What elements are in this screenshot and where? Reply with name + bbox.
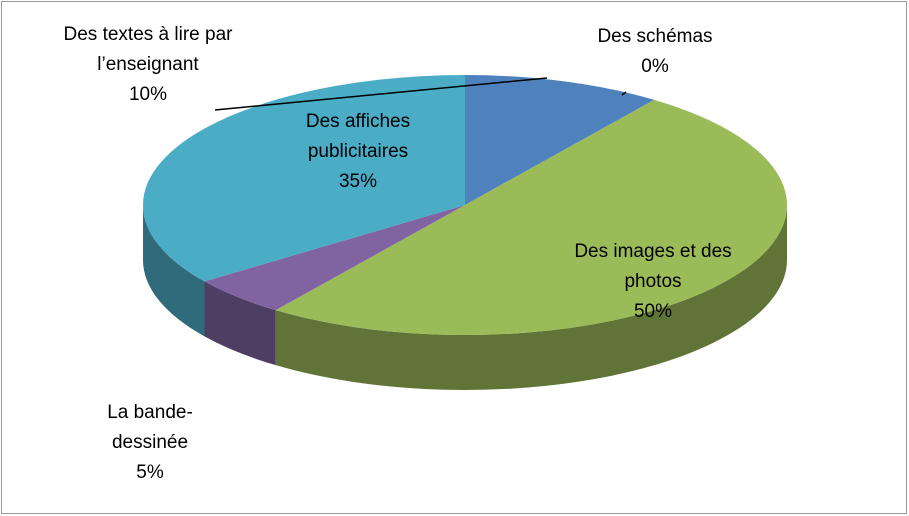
value-label: 5%: [136, 462, 164, 483]
slice-label: Des schémas 0%: [590, 22, 720, 82]
value-label: 0%: [641, 56, 669, 77]
category-name: Des images et des photos: [574, 241, 732, 292]
slice-label: Des textes à lire par l’enseignant 10%: [58, 20, 238, 110]
category-name: Des affiches publicitaires: [305, 111, 411, 162]
category-name: Des schémas: [597, 26, 713, 47]
slice: [204, 205, 465, 311]
slice: [465, 75, 655, 205]
leader-line: [214, 77, 548, 111]
value-label: 35%: [338, 171, 378, 192]
category-name: La bande-dessinée: [107, 402, 193, 453]
slice: [275, 99, 788, 335]
value-label: 10%: [128, 84, 168, 105]
slice-label: Des images et des photos 50%: [548, 237, 758, 327]
slice-label: La bande-dessinée 5%: [70, 398, 230, 488]
pie: [143, 75, 788, 390]
slice-side: [143, 205, 205, 337]
slice-side: [275, 205, 787, 390]
slice: [143, 75, 465, 282]
leader-line: [621, 91, 627, 96]
slice-label: Des affiches publicitaires 35%: [268, 107, 448, 197]
category-name: Des textes à lire par l’enseignant: [63, 24, 233, 75]
value-label: 50%: [633, 301, 673, 322]
slice-side: [204, 281, 276, 366]
